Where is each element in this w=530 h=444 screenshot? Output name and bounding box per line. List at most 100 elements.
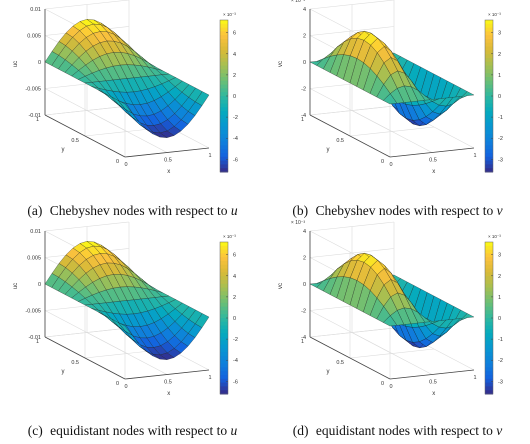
colorbar-tick-label: 6	[233, 31, 236, 37]
colorbar-tick-label: -6	[233, 379, 238, 385]
colorbar-segment	[220, 363, 228, 368]
xtick-label: 0	[389, 384, 392, 390]
gridline	[309, 327, 395, 338]
z-axis-label: uc	[13, 283, 19, 289]
colorbar-segment	[220, 42, 228, 48]
colorbar-segment	[220, 130, 228, 135]
colorbar-segment	[220, 356, 228, 361]
colorbar-segment	[485, 58, 493, 63]
colorbar-tick-label: 4	[233, 274, 236, 280]
colorbar-segment	[485, 134, 493, 139]
colorbar-segment	[220, 27, 228, 32]
colorbar-segment	[485, 291, 493, 296]
colorbar-segment	[485, 272, 493, 277]
colorbar-segment	[485, 325, 493, 330]
colorbar-segment	[485, 363, 493, 368]
caption-d: (d) equidistant nodes with respect to v	[265, 423, 530, 439]
colorbar-segment	[485, 257, 493, 262]
axis-x	[124, 369, 210, 380]
ytick-label: 0.5	[71, 360, 79, 366]
gridline	[309, 105, 395, 116]
colorbar-segment	[485, 333, 493, 338]
y-axis-label: y	[327, 369, 330, 375]
colorbar-segment	[485, 39, 493, 44]
xtick-label: 1	[208, 153, 211, 159]
z-axis-label: vc	[278, 61, 284, 67]
colorbar-segment	[485, 367, 493, 372]
surface	[309, 30, 475, 127]
colorbar-segment	[220, 137, 228, 143]
colorbar-segment	[485, 69, 493, 74]
colorbar-segment	[485, 310, 493, 315]
caption-c-label: (c)	[27, 423, 43, 438]
colorbar-segment	[220, 145, 228, 150]
ztick-label: 4	[303, 229, 306, 235]
colorbar-segment	[485, 242, 493, 247]
axis-x	[389, 369, 475, 380]
colorbar-exponent: × 10⁻³	[223, 12, 236, 17]
ytick-label: 0	[381, 381, 384, 387]
colorbar-segment	[220, 253, 228, 258]
colorbar-segment	[485, 84, 493, 89]
xtick-label: 1	[473, 153, 476, 159]
y-axis-label: y	[327, 147, 330, 153]
colorbar-segment	[220, 249, 228, 254]
colorbar-segment	[485, 375, 493, 380]
colorbar-segment	[485, 390, 493, 395]
colorbar-segment	[485, 149, 493, 154]
colorbar-tick-label: -2	[498, 358, 503, 364]
colorbar-tick-label: 3	[498, 253, 501, 259]
colorbar-segment	[220, 329, 228, 334]
surface-plot-c: -0.01 -0.005 0 0.005 0.01 0 0.5 1 0 0.5 1 uc x y × 10⁻…	[13, 221, 238, 397]
colorbar-segment	[485, 321, 493, 327]
colorbar-segment	[220, 77, 228, 82]
colorbar-segment	[485, 348, 493, 353]
tick-labels: -0.01 -0.005 0 0.005 0.01 0 0.5 1 0 0.5 1	[25, 229, 211, 390]
surface-cell	[460, 313, 475, 321]
panel-d-equidistant-v: -4 -2 0 2 4 0 0.5 1 0 0.5 1 vc x y × 10⁻³ × 10⁻³ 3 2 1 0 -1 -…	[265, 220, 530, 444]
ytick-label: 0	[381, 159, 384, 165]
caption-a-var: u	[230, 203, 238, 218]
ytick-label: 0.5	[336, 360, 344, 366]
colorbar-segment	[485, 54, 493, 59]
ztick-label: -2	[301, 309, 306, 315]
caption-a-label: (a)	[27, 203, 43, 218]
colorbar-segment	[220, 23, 228, 29]
colorbar-tick-label: 3	[498, 31, 501, 37]
panel-b-chebyshev-v: -4 -2 0 2 4 0 0.5 1 0 0.5 1 vc x y × 10⁻³ × 10⁻³ 3 2 1 0 -1 -…	[265, 0, 530, 222]
colorbar-segment	[485, 283, 493, 289]
colorbar-segment	[485, 88, 493, 93]
colorbar-segment	[485, 61, 493, 67]
colorbar-segment	[220, 73, 228, 78]
colorbar-tick-label: 6	[233, 253, 236, 259]
colorbar-segment	[485, 118, 493, 124]
colorbar-segment	[220, 261, 228, 266]
colorbar-segment	[220, 310, 228, 315]
colorbar-segment	[220, 280, 228, 285]
colorbar-segment	[485, 31, 493, 36]
axis-y	[44, 336, 126, 380]
ztick-label: 0	[303, 60, 306, 66]
colorbar-segment	[220, 88, 228, 93]
colorbar-segment	[485, 168, 493, 173]
colorbar-exponent: × 10⁻³	[488, 234, 501, 239]
colorbar-segment	[220, 84, 228, 89]
colorbar-segment	[485, 337, 493, 342]
ztick-label: 0	[38, 282, 41, 288]
ztick-label: 0.01	[30, 229, 41, 235]
colorbar-segment	[485, 50, 493, 55]
x-axis-label: x	[167, 169, 170, 175]
colorbar-tick-label: 4	[233, 52, 236, 58]
colorbar-segment	[485, 299, 493, 304]
colorbar-segment	[485, 268, 493, 273]
colorbar-segment	[485, 73, 493, 78]
colorbar-segment	[220, 69, 228, 74]
colorbar-segment	[220, 318, 228, 323]
y-axis-label: y	[62, 147, 65, 153]
xtick-label: 0	[124, 162, 127, 168]
ytick-label: 0.5	[336, 138, 344, 144]
colorbar-segment	[220, 96, 228, 101]
colorbar-exponent: × 10⁻³	[223, 234, 236, 239]
colorbar-segment	[220, 39, 228, 44]
colorbar-segment	[220, 382, 228, 387]
